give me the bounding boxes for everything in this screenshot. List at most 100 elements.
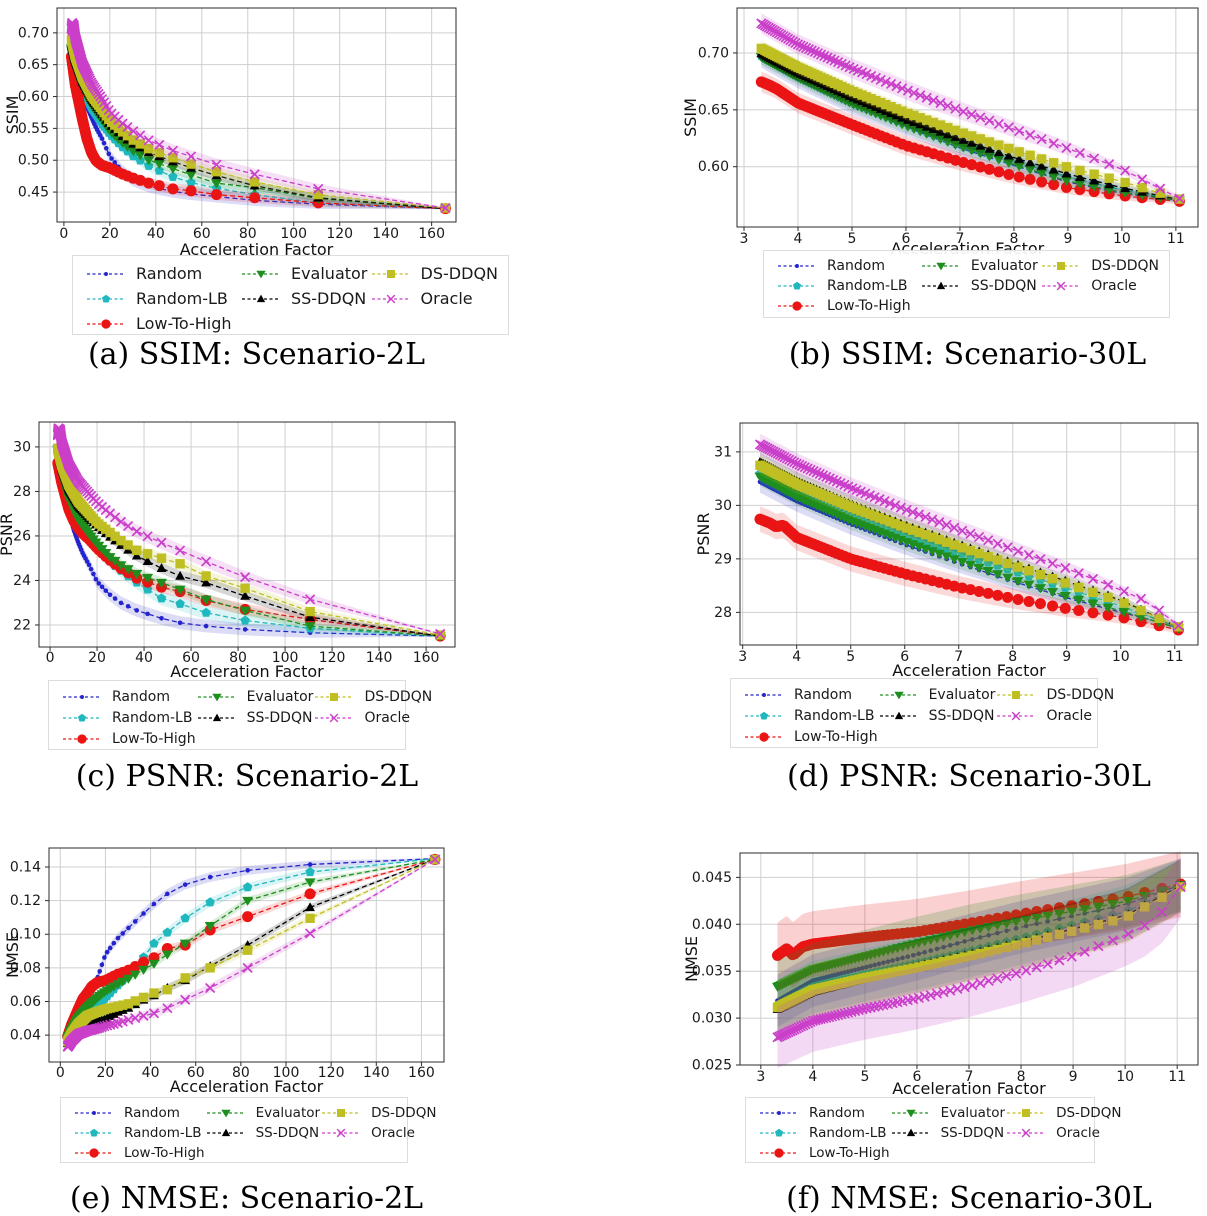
legend-label: Oracle [1091,278,1137,294]
legend-label: Oracle [371,1125,415,1141]
legend-entry-low-to-high: Low-To-High [776,298,920,314]
caption-c: (c) PSNR: Scenario-2L [75,759,419,794]
chart-c: 0 20 40 60 80 100 120 140 160 22 24 26 28 30 Accelerat… [0,421,456,681]
legend-label: Low-To-High [136,314,232,333]
axis-ticks [35,446,427,651]
caption-a: (a) SSIM: Scenario-2L [87,337,426,372]
svg-text:9: 9 [1062,649,1071,665]
legend-entry-ss-ddqn: SS-DDQN [196,710,314,726]
legend-entry-oracle: Oracle [995,708,1114,724]
svg-text:9: 9 [1063,231,1072,247]
tick-labels: 3 4 5 6 7 8 9 10 11 0.60 0.65 0.70 [698,45,1185,247]
legend-label: DS-DDQN [1046,686,1115,703]
svg-text:0.65: 0.65 [18,57,49,73]
plot-border [56,7,457,223]
legend-marker-pentagon-icon [87,294,125,302]
svg-text:5: 5 [848,231,857,247]
legend-label: SS-DDQN [246,709,313,726]
svg-text:0.06: 0.06 [10,994,41,1010]
svg-text:0.045: 0.045 [692,870,732,886]
svg-text:30: 30 [13,439,31,455]
svg-text:100: 100 [273,1065,300,1081]
legend-entry-ds-ddqn: DS-DDQN [370,264,498,283]
svg-text:6: 6 [900,649,909,665]
legend-label: Random [827,258,885,274]
legend-marker-triangle-down-icon [206,1109,245,1118]
legend-entry-random-lb: Random-LB [85,289,240,308]
svg-text:0: 0 [56,1065,65,1081]
svg-text:160: 160 [418,226,445,242]
legend-d: Random Random-LB Low-To-High Evaluator SS-DD… [730,678,1114,748]
svg-text:40: 40 [135,650,153,666]
legend-entry-random: Random [61,689,196,705]
tick-labels: 0 20 40 60 80 100 120 140 160 22 24 26 28 30 [13,439,439,666]
legend-label: DS-DDQN [364,688,433,705]
svg-text:60: 60 [193,226,211,242]
legend-marker-triangle-up-icon [206,1128,245,1137]
legend-marker-triangle-down-icon [879,691,918,699]
svg-text:20: 20 [88,650,106,666]
y-axis-label: NMSE [682,936,701,982]
legend-entry-random-lb: Random-LB [776,278,920,294]
legend-entry-oracle: Oracle [1005,1125,1121,1141]
legend-label: SS-DDQN [970,278,1037,294]
legend-label: Random-LB [112,709,193,726]
legend-entry-ss-ddqn: SS-DDQN [878,708,996,724]
svg-text:60: 60 [187,1065,205,1081]
legend-marker-circle-icon [745,731,783,742]
svg-text:0.04: 0.04 [10,1028,41,1044]
legend-label: Random [794,686,852,703]
legend-entry-low-to-high: Low-To-High [61,731,196,747]
chart-d: 3 4 5 6 7 8 9 10 11 28 29 30 31 Acceleration Factor PS… [694,422,1199,680]
tick-labels: 0 20 40 60 80 100 120 140 160 0.04 0.06 0.08 0.10 0.1… [10,859,435,1081]
legend-marker-square-icon [371,269,410,278]
legend-label: Evaluator [290,264,368,283]
svg-text:28: 28 [714,605,732,621]
svg-text:0.025: 0.025 [692,1058,732,1074]
legend-label: SS-DDQN [928,707,995,724]
svg-text:140: 140 [366,650,393,666]
caption-e: (e) NMSE: Scenario-2L [69,1181,424,1216]
legend-marker-square-icon [315,692,354,701]
legend-marker-triangle-up-icon [921,281,960,290]
legend-label: Low-To-High [112,730,196,747]
axis-ticks [736,451,1176,649]
svg-text:100: 100 [280,226,307,242]
axis-ticks [733,52,1177,231]
legend-label: Low-To-High [794,728,878,745]
legend-entry-random-lb: Random-LB [758,1125,890,1141]
legend-entry-evaluator: Evaluator [196,689,313,705]
legend-entry-random: Random [743,687,878,703]
legend-entry-evaluator: Evaluator [890,1105,1005,1121]
x-axis-label: Acceleration Factor [170,1077,324,1096]
legend-entry-evaluator: Evaluator [920,258,1040,274]
svg-text:6: 6 [912,1069,921,1085]
legend-marker-circle-icon [778,301,816,311]
panel-e: 0 20 40 60 80 100 120 140 160 0.04 0.06 0.08 0.10 0.1… [0,810,540,1216]
legend-marker-x-icon [1042,281,1081,291]
legend-marker-triangle-up-icon [879,711,918,719]
chart-f: 3 4 5 6 7 8 9 10 11 0.025 0.030 0.035 0.040 0.045 Acce… [682,851,1199,1098]
tick-labels: 3 4 5 6 7 8 9 10 11 0.025 0.030 0.035 0.040 0.045 [692,870,1186,1085]
axis-ticks [45,866,422,1066]
legend-label: Random-LB [136,289,228,308]
legend-label: Oracle [1056,1125,1100,1141]
legend-c: Random Random-LB Low-To-High Evaluator SS-DD… [48,680,432,750]
legend-marker-square-icon [1042,262,1081,270]
svg-text:0: 0 [46,650,55,666]
svg-text:80: 80 [229,650,247,666]
panel-f: 3 4 5 6 7 8 9 10 11 0.025 0.030 0.035 0.040 0.045 Acce… [607,810,1207,1216]
legend-label: SS-DDQN [940,1125,1005,1141]
svg-text:0.45: 0.45 [18,185,49,201]
svg-text:80: 80 [239,226,257,242]
axis-ticks [53,32,433,226]
legend-marker-x-icon [371,294,410,303]
svg-text:4: 4 [794,231,803,247]
svg-text:11: 11 [1166,649,1184,665]
series-random [775,858,1183,1027]
legend-entry-ss-ddqn: SS-DDQN [240,289,370,308]
legend-marker-circle-icon [87,318,125,329]
legend-entry-random: Random [776,258,920,274]
panel-c: 0 20 40 60 80 100 120 140 160 22 24 26 28 30 Accelerat… [0,400,540,805]
